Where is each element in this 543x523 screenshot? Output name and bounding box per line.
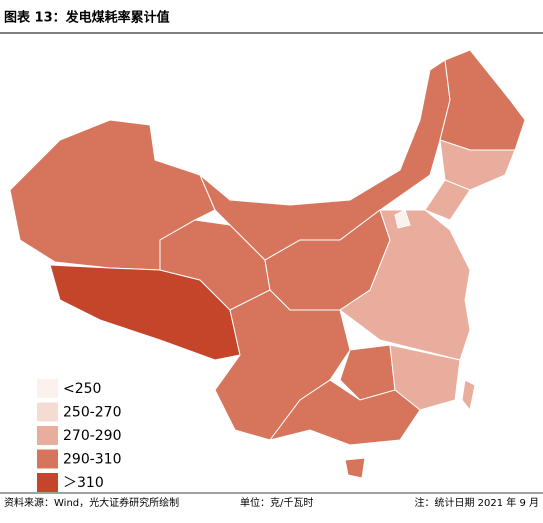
note: 注：统计日期 2021 年 9 月 [414,496,539,509]
legend-label: 250-270 [63,405,122,421]
legend-swatch [37,426,58,445]
title: 图表 13：发电煤耗率累计值 [4,10,170,26]
legend-swatch [37,473,58,492]
region [461,379,476,412]
legend-label: ＞310 [63,475,104,491]
region [9,119,216,271]
source: 资料来源：Wind，光大证券研究所绘制 [4,496,179,509]
legend-label: 270-290 [63,428,122,444]
legend-swatch [37,449,58,469]
region [439,49,526,151]
region [424,179,471,221]
region [268,379,421,446]
legend-label: <250 [63,381,101,397]
legend-label: 290-310 [63,452,122,468]
region [394,209,411,229]
map [9,49,526,479]
legend-swatch [37,402,58,422]
region [344,457,366,479]
legend-swatch [37,379,58,398]
region [389,344,461,411]
unit: 单位：克/千瓦时 [240,496,313,509]
legend: <250 250-270 270-290 290-310 ＞310 [37,379,122,492]
